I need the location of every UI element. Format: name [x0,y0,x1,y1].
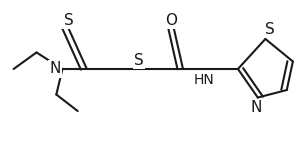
Text: O: O [165,13,177,28]
Text: N: N [251,100,262,115]
Text: S: S [265,22,275,37]
Text: N: N [49,62,60,76]
Text: S: S [64,13,73,28]
Text: S: S [134,53,144,68]
Text: HN: HN [194,73,215,86]
